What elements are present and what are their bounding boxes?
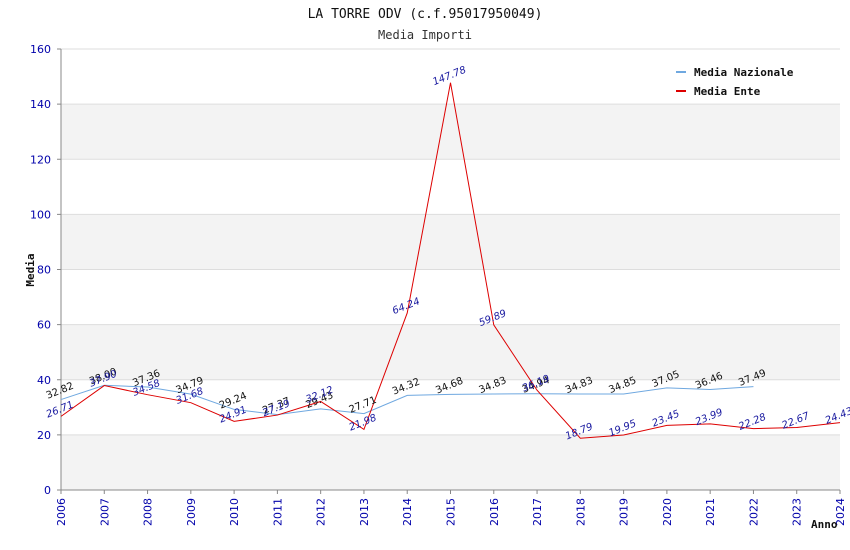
chart-subtitle: Media Importi	[378, 28, 472, 42]
x-axis-ticks: 2006 2007 2008 2009 2010 2011 2012 2013 2014 2015…	[55, 490, 847, 526]
x-tick-label: 2017	[531, 498, 544, 526]
legend-entry: Media Nazionale	[694, 66, 794, 79]
y-axis-ticks: 0 20 40 60 80 100 120 140 160	[30, 43, 61, 497]
x-tick-label: 2019	[618, 498, 631, 526]
x-tick-label: 2022	[747, 498, 760, 526]
y-tick-label: 140	[30, 98, 51, 111]
x-tick-label: 2008	[142, 498, 155, 526]
plot-background	[61, 49, 840, 490]
legend-entry: Media Ente	[694, 85, 761, 98]
x-tick-label: 2011	[271, 498, 284, 526]
x-tick-label: 2018	[574, 498, 587, 526]
x-tick-label: 2024	[834, 498, 847, 526]
series-line-media-nazionale	[60, 384, 754, 416]
plot-band	[61, 269, 840, 325]
series-lines	[60, 82, 841, 439]
x-tick-label: 2023	[791, 498, 804, 526]
y-tick-label: 120	[30, 153, 51, 166]
x-tick-label: 2016	[488, 498, 501, 526]
plot-band	[61, 434, 840, 490]
x-tick-label: 2020	[661, 498, 674, 526]
x-tick-label: 2013	[358, 498, 371, 526]
plot-band	[61, 379, 840, 435]
y-axis-label: Media	[24, 253, 37, 286]
x-axis-label: Anno	[811, 518, 838, 531]
x-tick-label: 2007	[98, 498, 111, 526]
y-tick-label: 80	[37, 264, 51, 277]
plot-band	[61, 159, 840, 215]
y-tick-label: 100	[30, 208, 51, 221]
x-tick-label: 2012	[315, 498, 328, 526]
x-tick-label: 2006	[55, 498, 68, 526]
x-tick-label: 2010	[228, 498, 241, 526]
y-tick-label: 20	[37, 429, 51, 442]
y-tick-label: 60	[37, 319, 51, 332]
x-tick-label: 2009	[185, 498, 198, 526]
series-line-media-ente	[60, 82, 841, 439]
x-tick-label: 2014	[401, 498, 414, 526]
legend: Media Nazionale Media Ente	[670, 60, 809, 100]
plot-band	[61, 324, 840, 380]
x-tick-label: 2021	[704, 498, 717, 526]
legend-box	[670, 60, 809, 100]
plot-band	[61, 214, 840, 270]
y-tick-label: 160	[30, 43, 51, 56]
y-tick-label: 40	[37, 374, 51, 387]
x-tick-label: 2015	[445, 498, 458, 526]
y-tick-label: 0	[44, 484, 51, 497]
plot-band	[61, 104, 840, 160]
chart-title: LA TORRE ODV (c.f.95017950049)	[308, 7, 543, 22]
